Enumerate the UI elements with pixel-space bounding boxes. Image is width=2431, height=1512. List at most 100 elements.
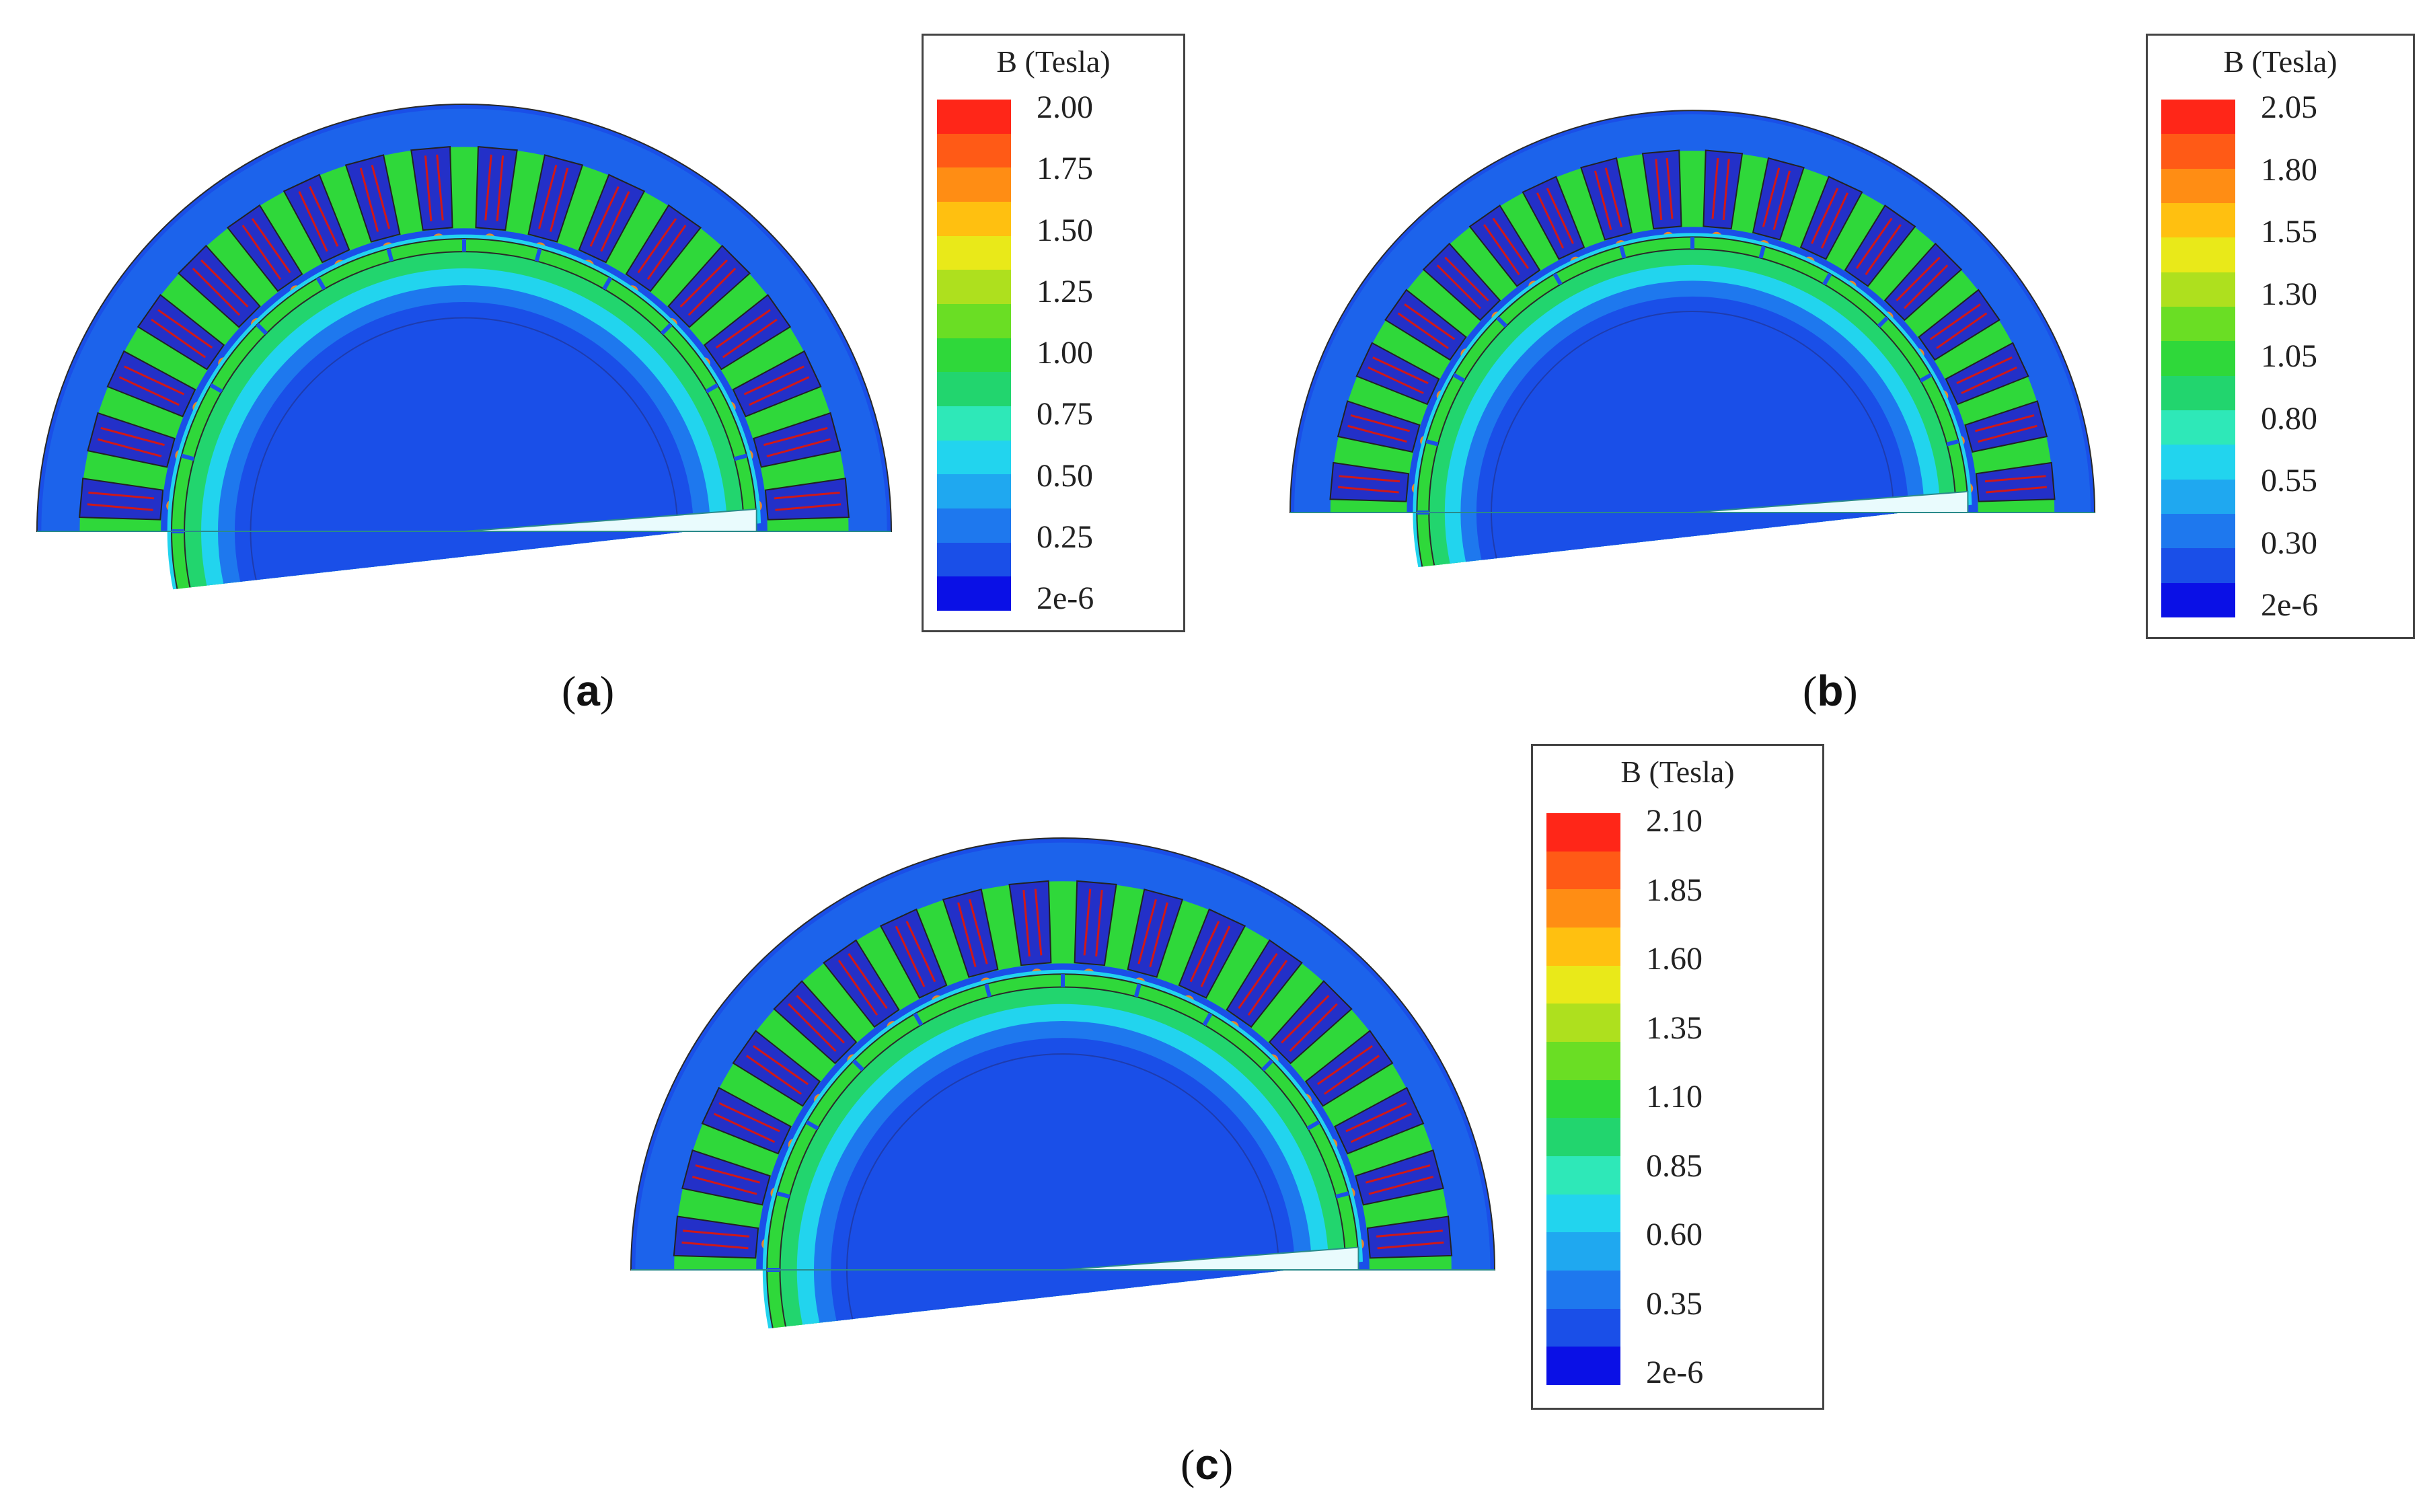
coil-side <box>681 1241 749 1250</box>
stator-slot <box>1468 204 1541 293</box>
colorbar-swatch <box>937 304 1011 339</box>
colorbar-swatch <box>937 270 1011 305</box>
magnet-separator <box>913 1012 924 1026</box>
colorbar-tick-label: 1.35 <box>1646 1010 1703 1046</box>
colorbar-tick-label: 1.55 <box>2261 214 2317 250</box>
colorbar-swatches-a <box>937 100 1011 611</box>
colorbar-tick-label: 0.30 <box>2261 525 2317 561</box>
magnet-separator <box>1263 1470 1272 1479</box>
coil-side <box>1189 921 1220 983</box>
coil-side <box>157 309 213 349</box>
magnet-separator <box>1308 1411 1319 1418</box>
stator-slot <box>1325 1086 1425 1155</box>
coil-side <box>1594 170 1612 231</box>
colorbar-swatch <box>1546 889 1620 928</box>
caption-c: (c) <box>1181 1440 1234 1488</box>
coil-side <box>87 503 153 511</box>
coil-side <box>745 1055 802 1095</box>
stator-slot <box>1299 1030 1394 1107</box>
magnet-separator <box>318 773 325 784</box>
colorbar-swatch <box>937 576 1011 611</box>
magnet-separator <box>1822 272 1832 286</box>
colorbar-tick-label: 2e-6 <box>1037 580 1094 616</box>
coil-side <box>1022 889 1031 957</box>
colorbar-swatch <box>937 474 1011 509</box>
slot-body <box>1226 939 1303 1028</box>
coil-side <box>695 1164 761 1184</box>
colorbar-tick-label: 1.00 <box>1037 335 1093 371</box>
panel-b: B (Tesla) 2.05 1.80 1.55 1.30 1.05 0.80 0.55 0.… <box>1251 0 2431 740</box>
coil-side <box>1281 995 1330 1044</box>
colorbar-swatch <box>2161 445 2235 480</box>
colorbar-swatch <box>937 133 1011 168</box>
coil-side <box>714 1112 776 1143</box>
colorbar-swatch <box>1546 928 1620 967</box>
magnet-separator <box>1133 983 1142 997</box>
colorbar-tick-label: 1.75 <box>1037 151 1093 187</box>
slot-body <box>1384 289 1467 361</box>
colorbar-tick-label: 0.60 <box>1646 1217 1703 1252</box>
magnet-separator <box>1946 439 1959 447</box>
coil-side <box>775 503 842 511</box>
colorbar-swatch <box>1546 1156 1620 1195</box>
colorbar-tick-label: 2.10 <box>1646 803 1703 839</box>
colorbar-tick-label: 0.35 <box>1646 1285 1703 1322</box>
colorbar-swatch <box>2161 548 2235 584</box>
magnet-separator <box>388 802 391 814</box>
coil-side <box>1984 475 2046 483</box>
coil-side <box>774 491 840 500</box>
magnet-separator <box>1454 644 1464 650</box>
coil-side <box>1095 889 1103 957</box>
colorbar-swatch <box>1546 1271 1620 1310</box>
colorbar-swatch <box>2161 375 2235 411</box>
slot-body <box>1918 289 2000 361</box>
coil-side <box>151 318 207 358</box>
magnet-separator <box>534 248 542 262</box>
coil-side <box>1762 167 1781 227</box>
magnet-separator <box>1426 580 1437 584</box>
colorbar-legend-b: B (Tesla) 2.05 1.80 1.55 1.30 1.05 0.80 0.55 0.… <box>2146 34 2415 639</box>
colorbar-legend-a: B (Tesla) 2.00 1.75 1.50 1.25 1.00 0.75 0.50 0.… <box>922 34 1185 632</box>
slot-body <box>732 350 822 418</box>
magnet-separator <box>602 276 613 291</box>
colorbar-swatch <box>937 167 1011 202</box>
coil-side <box>1978 424 2037 443</box>
magnet-separator <box>181 453 195 461</box>
magnet-separator <box>1335 1191 1349 1199</box>
coil-side <box>124 365 185 395</box>
magnet-separator <box>1336 1343 1349 1347</box>
coil-side <box>1238 952 1278 1009</box>
slot-body <box>1268 980 1353 1065</box>
colorbar-swatch <box>937 100 1011 135</box>
coil-side <box>749 376 810 406</box>
colorbar-swatch <box>1546 1118 1620 1157</box>
colorbar-swatches-b <box>2161 100 2235 618</box>
colorbar-tick-label: 0.50 <box>1037 457 1093 494</box>
coil-side <box>1961 366 2017 394</box>
coil-side <box>1604 167 1623 227</box>
legend-title-b: B (Tesla) <box>2223 44 2338 79</box>
flux-density-map-b <box>1289 110 2096 650</box>
coil-side <box>1316 1045 1373 1086</box>
colorbar-swatch <box>1546 1347 1620 1386</box>
coil-side <box>1345 1102 1407 1133</box>
flux-density-map-c <box>630 837 1496 1347</box>
magnet-separator <box>1496 316 1508 328</box>
coil-side <box>1436 264 1481 309</box>
magnet-separator <box>852 1059 864 1071</box>
coil-side <box>1083 889 1092 956</box>
magnet-separator <box>1877 316 1889 328</box>
coil-side <box>766 438 831 457</box>
panel-a: B (Tesla) 2.00 1.75 1.50 1.25 1.00 0.75 0.50 0.… <box>0 0 1211 740</box>
coil-side <box>200 259 249 308</box>
coil-side <box>1820 192 1848 249</box>
colorbar-tick-label: 1.25 <box>1037 273 1093 309</box>
colorbar-swatch <box>937 235 1011 270</box>
colorbar-tick-label: 0.25 <box>1037 519 1093 555</box>
coil-side <box>371 164 390 229</box>
caption-b: (b) <box>1803 667 1858 715</box>
coil-side <box>646 225 687 280</box>
colorbar-tick-label: 0.55 <box>2261 463 2317 498</box>
colorbar-legend-c: B (Tesla) 2.10 1.85 1.60 1.35 1.10 0.85 0.60 0.… <box>1531 744 1824 1410</box>
stator-slot <box>475 146 518 246</box>
